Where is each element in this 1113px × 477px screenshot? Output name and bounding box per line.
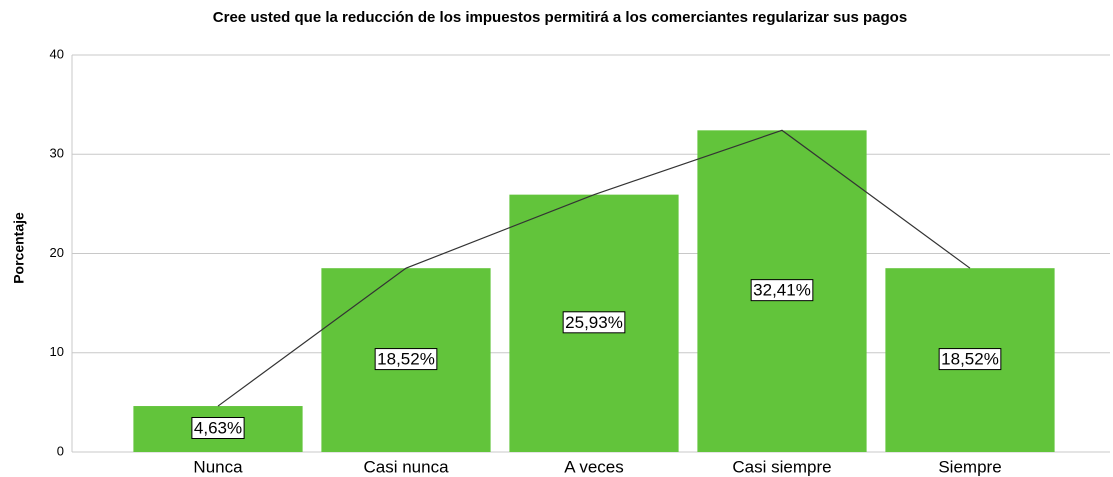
x-tick-label: Siempre (938, 457, 1001, 476)
y-tick-label: 30 (50, 146, 64, 161)
y-tick-label: 40 (50, 46, 64, 61)
x-tick-label: Casi nunca (363, 457, 449, 476)
y-tick-label: 20 (50, 245, 64, 260)
value-label-box (562, 311, 626, 334)
value-label: 18,52% (377, 350, 435, 369)
value-label: 32,41% (753, 281, 811, 300)
value-label-box (191, 417, 245, 440)
value-label-box (750, 279, 814, 302)
value-label: 18,52% (941, 350, 999, 369)
y-tick-label: 0 (57, 443, 64, 458)
x-tick-label: A veces (564, 457, 624, 476)
y-tick-label: 10 (50, 344, 64, 359)
value-label: 25,93% (565, 313, 623, 332)
value-label: 4,63% (194, 419, 242, 438)
value-label-box (374, 348, 438, 371)
x-tick-label: Casi siempre (732, 457, 831, 476)
x-tick-label: Nunca (193, 457, 243, 476)
y-axis-label: Porcentaje (11, 212, 27, 284)
trend-line (217, 129, 971, 407)
chart-title: Cree usted que la reducción de los impue… (213, 9, 907, 26)
value-label-box (938, 348, 1002, 371)
